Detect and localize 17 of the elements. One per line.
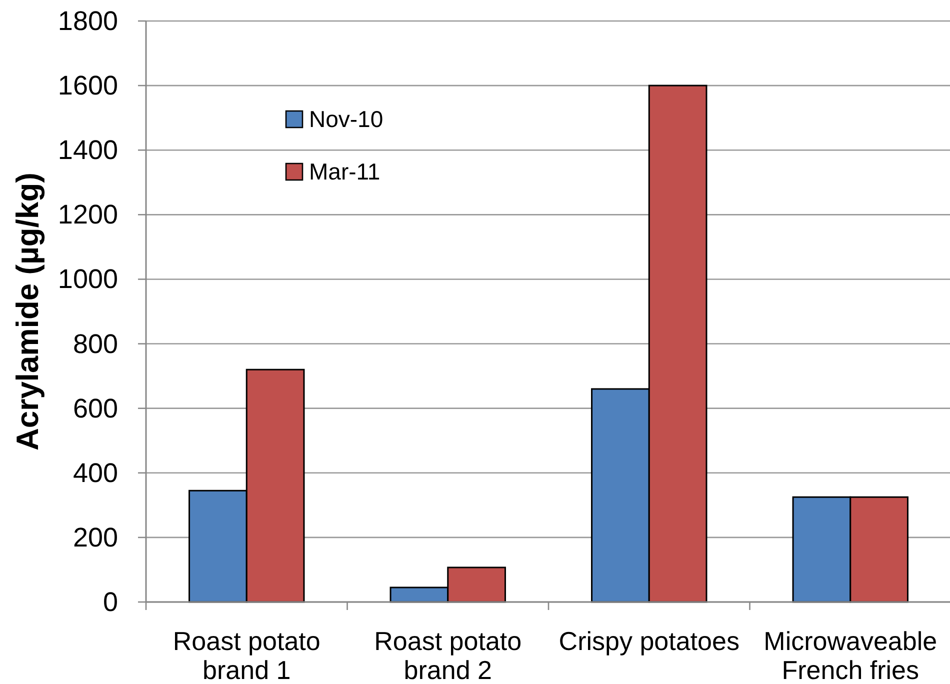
y-tick-label: 400: [72, 458, 118, 488]
y-tick-label: 200: [72, 522, 118, 552]
legend-label: Mar-11: [309, 158, 380, 184]
legend-label: Nov-10: [309, 106, 384, 132]
y-tick-label: 1000: [58, 264, 118, 294]
x-tick-label: Microwaveable French fries: [764, 626, 938, 684]
x-tick-label: Roast potato brand 1: [172, 626, 320, 684]
y-axis-title: Acrylamide (µg/kg): [10, 172, 45, 450]
x-tick-label: Crispy potatoes: [558, 626, 740, 656]
y-tick-label: 1600: [58, 70, 118, 101]
y-tick-label: 1400: [58, 135, 118, 166]
y-tick-label: 0: [102, 587, 118, 617]
x-tick-label: Roast potato brand 2: [374, 626, 522, 684]
y-tick-label: 800: [72, 328, 118, 359]
y-tick-label: 1800: [58, 6, 118, 36]
y-tick-label: 600: [72, 393, 118, 424]
y-tick-label: 1200: [58, 200, 118, 230]
